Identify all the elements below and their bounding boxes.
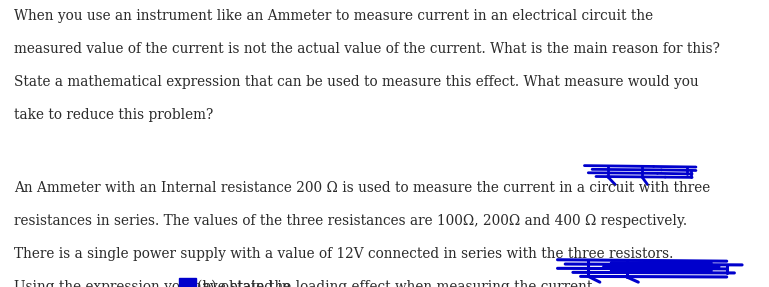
Text: take to reduce this problem?: take to reduce this problem? (14, 108, 213, 122)
Text: State a mathematical expression that can be used to measure this effect. What me: State a mathematical expression that can… (14, 75, 698, 89)
Text: When you use an instrument like an Ammeter to measure current in an electrical c: When you use an instrument like an Ammet… (14, 9, 653, 23)
Text: An Ammeter with an Internal resistance 200 Ω is used to measure the current in a: An Ammeter with an Internal resistance 2… (14, 181, 710, 195)
Bar (179, 278, 196, 287)
Text: Using the expression you have stated in: Using the expression you have stated in (14, 280, 304, 287)
Text: There is a single power supply with a value of 12V connected in series with the : There is a single power supply with a va… (14, 247, 673, 261)
Text: Using the expression you have stated in: Using the expression you have stated in (14, 280, 295, 287)
Text: measured value of the current is not the actual value of the current. What is th: measured value of the current is not the… (14, 42, 720, 56)
Text: (b) obtain the loading effect when measuring the current: (b) obtain the loading effect when measu… (197, 280, 592, 287)
Text: resistances in series. The values of the three resistances are 100Ω, 200Ω and 40: resistances in series. The values of the… (14, 214, 687, 228)
